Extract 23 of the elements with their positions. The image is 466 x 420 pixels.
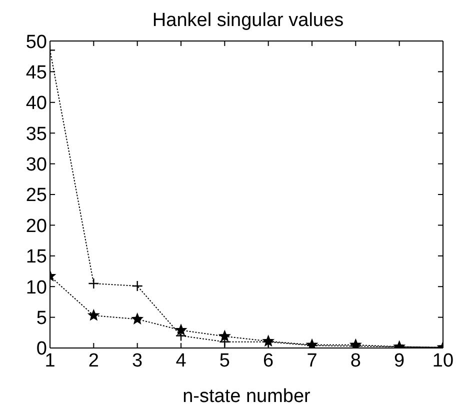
y-tick-label: 0 xyxy=(36,338,47,360)
y-tick-label: 5 xyxy=(36,308,47,330)
x-tick-label: 1 xyxy=(44,350,56,372)
y-tick-label: 45 xyxy=(26,62,47,84)
y-tick-label: 15 xyxy=(26,246,47,268)
x-axis-title: n-state number xyxy=(182,386,312,407)
x-tick-label: 9 xyxy=(394,350,405,372)
y-tick-label: 35 xyxy=(26,124,47,145)
chart-title: Hankel singular values xyxy=(152,10,344,31)
y-tick-label: 50 xyxy=(26,32,47,53)
y-tick-label: 30 xyxy=(26,154,47,176)
x-tick-label: 7 xyxy=(306,350,318,372)
y-tick-label: 20 xyxy=(26,216,47,237)
x-tick-label: 8 xyxy=(350,350,361,372)
x-tick-label: 6 xyxy=(263,350,274,372)
y-tick-label: 40 xyxy=(26,93,47,114)
x-tick-label: 4 xyxy=(176,350,187,372)
x-tick-label: 10 xyxy=(432,350,454,372)
y-tick-label: 10 xyxy=(26,277,47,298)
x-tick-label: 3 xyxy=(132,350,143,372)
x-tick-label: 2 xyxy=(88,350,99,372)
y-tick-label: 25 xyxy=(26,185,47,206)
x-tick-label: 5 xyxy=(219,350,230,372)
